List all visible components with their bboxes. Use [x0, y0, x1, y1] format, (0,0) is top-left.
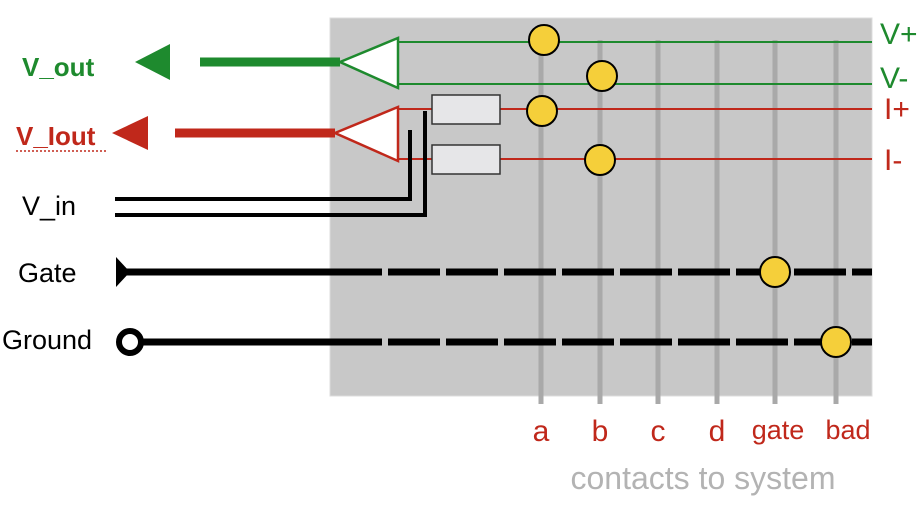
- v-in-label: V_in: [22, 191, 76, 221]
- contacts-caption: contacts to system: [571, 460, 836, 496]
- dot-i-plus-a: [526, 95, 558, 127]
- v-iout-amplifier: [331, 105, 400, 163]
- contact-label-a: a: [533, 415, 550, 448]
- contact-label-c: c: [651, 415, 666, 448]
- contact-label-bad: bad: [825, 415, 870, 445]
- v-in-wire-lower: [115, 111, 427, 217]
- contact-label-d: d: [709, 415, 726, 448]
- dot-v-plus-a: [528, 24, 560, 56]
- resistor-i-minus: [431, 144, 501, 175]
- gate-terminal-icon: [116, 257, 130, 287]
- v-iout-arrowhead: [112, 116, 148, 150]
- dot-ground-bad: [820, 326, 852, 358]
- v-plus-label: V+: [880, 18, 918, 51]
- ground-terminal-icon: [116, 328, 144, 356]
- i-minus-label: I-: [884, 144, 902, 177]
- dot-i-minus-b: [584, 144, 616, 176]
- dot-v-minus-b: [586, 60, 618, 92]
- ground-label: Ground: [2, 325, 92, 355]
- contact-label-gate: gate: [752, 415, 805, 445]
- contact-labels: a b c d gate bad: [533, 415, 871, 448]
- v-out-arrowhead: [135, 44, 170, 80]
- v-minus-label: V-: [880, 62, 908, 95]
- dot-gate: [759, 256, 791, 288]
- i-plus-label: I+: [884, 93, 910, 126]
- v-out-label: V_out: [22, 52, 95, 82]
- gate-label: Gate: [18, 258, 77, 288]
- contact-label-b: b: [592, 415, 609, 448]
- v-out-amplifier: [336, 36, 400, 90]
- v-in-wire-upper: [115, 130, 412, 201]
- v-iout-label: V_Iout: [16, 121, 96, 151]
- resistor-i-plus: [431, 94, 501, 125]
- connection-dots: [526, 24, 852, 358]
